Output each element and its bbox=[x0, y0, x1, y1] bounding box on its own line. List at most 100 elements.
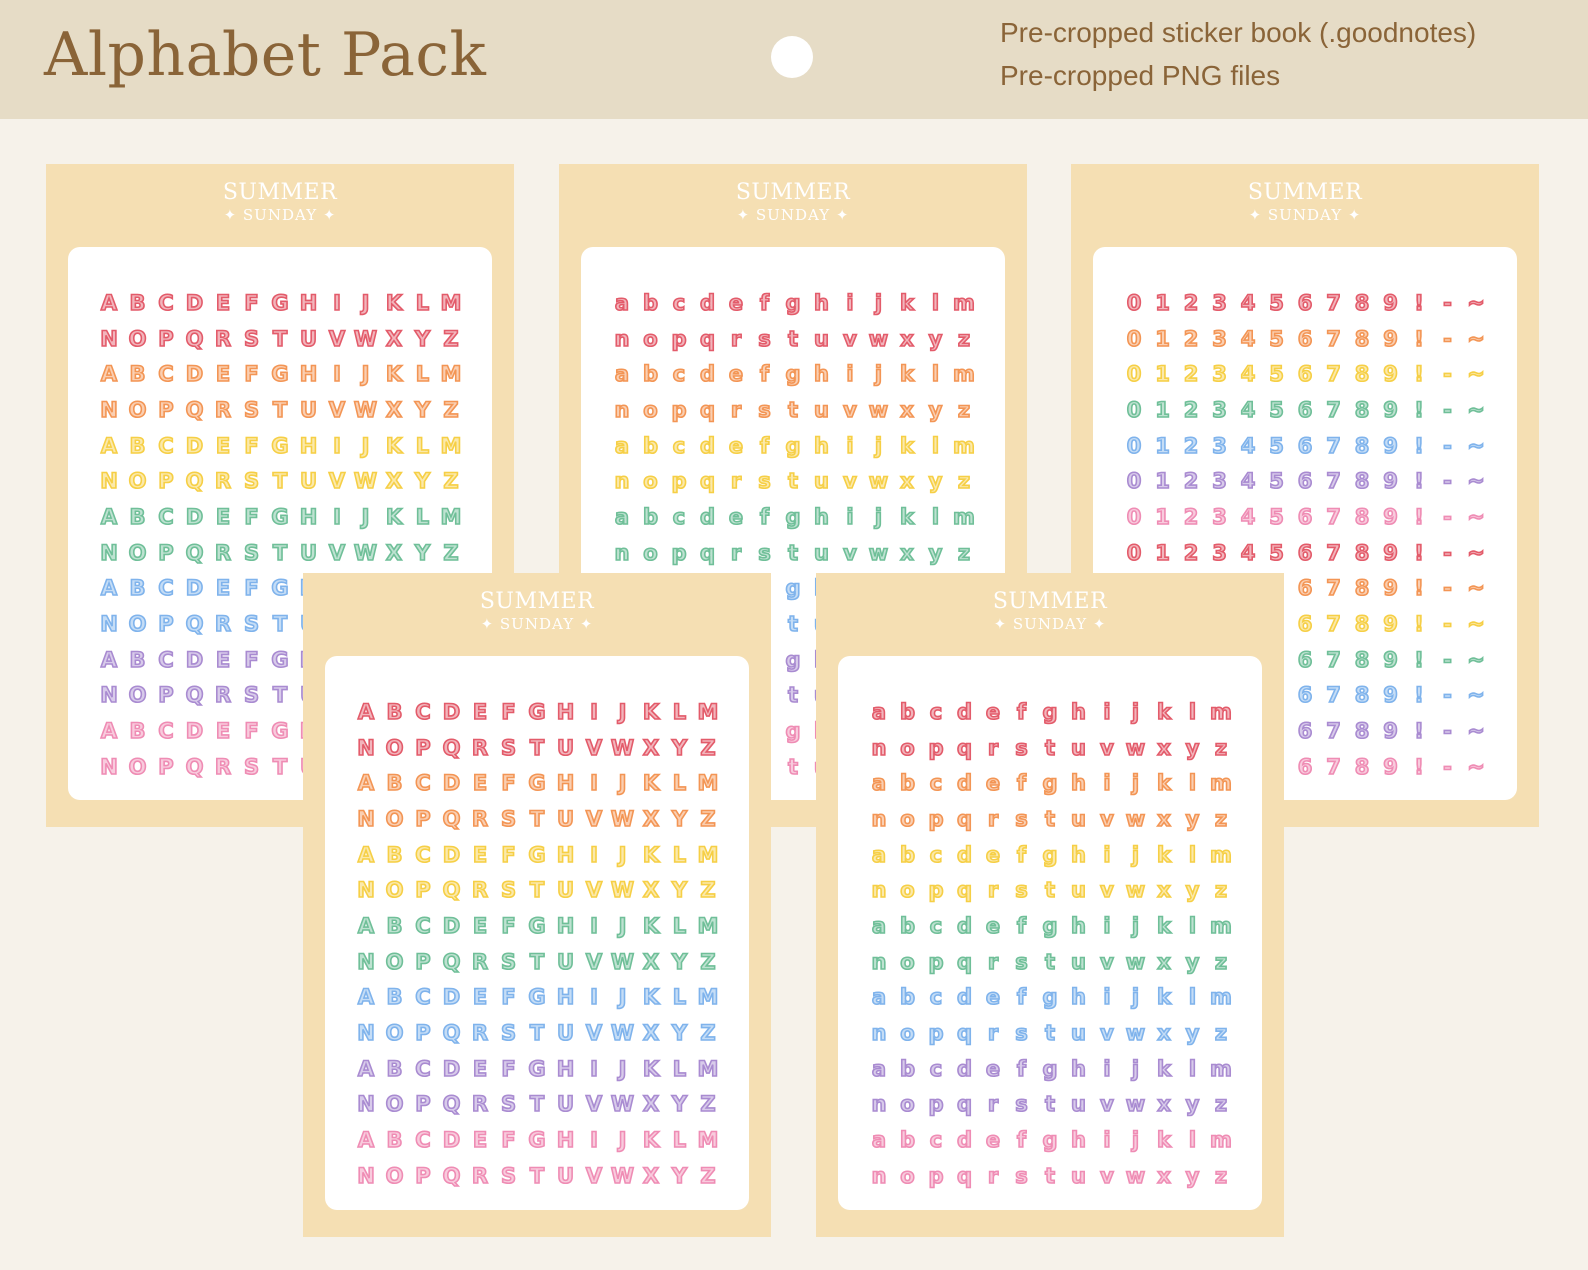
letter-sticker: g bbox=[785, 718, 802, 744]
letter-sticker: E bbox=[472, 1127, 488, 1153]
letter-sticker: 0 bbox=[1126, 397, 1142, 423]
letter-sticker: k bbox=[1156, 842, 1172, 868]
letter-sticker: R bbox=[214, 611, 232, 637]
letter-sticker: j bbox=[1131, 1127, 1140, 1153]
letter-sticker: R bbox=[471, 1163, 489, 1189]
letter-sticker: Q bbox=[185, 326, 204, 352]
letter-sticker: a bbox=[614, 290, 630, 316]
letter-sticker: Y bbox=[414, 468, 431, 494]
letter-sticker: C bbox=[414, 1127, 431, 1153]
letter-sticker: Z bbox=[700, 1163, 717, 1189]
letter-sticker: l bbox=[1188, 842, 1197, 868]
letter-sticker: N bbox=[99, 754, 118, 780]
letter-sticker: t bbox=[1044, 877, 1056, 903]
letter-sticker: 9 bbox=[1382, 433, 1398, 459]
letter-sticker: J bbox=[618, 842, 627, 868]
letter-sticker: 8 bbox=[1354, 540, 1370, 566]
letter-sticker: C bbox=[414, 1056, 431, 1082]
letter-sticker: a bbox=[614, 433, 630, 459]
letter-sticker: u bbox=[813, 540, 830, 566]
letter-sticker: - bbox=[1442, 397, 1452, 423]
letter-sticker: s bbox=[1014, 1020, 1028, 1046]
letter-sticker: k bbox=[899, 504, 915, 530]
letter-sticker: D bbox=[442, 770, 461, 796]
letter-sticker: h bbox=[1070, 842, 1087, 868]
letter-sticker: E bbox=[215, 504, 231, 530]
letter-sticker: x bbox=[1156, 877, 1171, 903]
letter-sticker: 9 bbox=[1382, 504, 1398, 530]
letter-sticker: n bbox=[871, 877, 888, 903]
letter-sticker: g bbox=[785, 361, 802, 387]
letter-sticker: l bbox=[1188, 770, 1197, 796]
letter-sticker: ! bbox=[1413, 361, 1424, 387]
letter-sticker: n bbox=[614, 540, 631, 566]
letter-sticker: j bbox=[874, 361, 883, 387]
letter-sticker: F bbox=[501, 770, 517, 796]
letter-sticker: P bbox=[158, 397, 175, 423]
letter-sticker: c bbox=[672, 504, 686, 530]
letter-sticker: z bbox=[1214, 1092, 1228, 1118]
letter-sticker: E bbox=[215, 647, 231, 673]
letter-sticker: w bbox=[868, 540, 889, 566]
letter-sticker: T bbox=[529, 877, 545, 903]
letter-sticker: 8 bbox=[1354, 290, 1370, 316]
letter-sticker: I bbox=[589, 1056, 598, 1082]
letter-sticker: G bbox=[528, 842, 547, 868]
letter-sticker: f bbox=[759, 361, 770, 387]
letter-sticker: 8 bbox=[1354, 754, 1370, 780]
letter-sticker: - bbox=[1442, 611, 1452, 637]
letter-sticker: F bbox=[244, 361, 260, 387]
letter-sticker: F bbox=[244, 290, 260, 316]
letter-sticker: C bbox=[414, 699, 431, 725]
letter-sticker: U bbox=[299, 540, 318, 566]
letter-sticker: s bbox=[1014, 1092, 1028, 1118]
letter-sticker: h bbox=[1070, 1056, 1087, 1082]
letter-sticker: 5 bbox=[1268, 326, 1284, 352]
letter-sticker: A bbox=[100, 718, 118, 744]
letter-sticker: 4 bbox=[1240, 290, 1256, 316]
letter-sticker: - bbox=[1442, 718, 1452, 744]
letter-sticker: O bbox=[385, 1020, 404, 1046]
letter-sticker: Q bbox=[442, 877, 461, 903]
letter-sticker: 7 bbox=[1325, 718, 1341, 744]
letter-sticker: 6 bbox=[1297, 576, 1313, 602]
letter-sticker: h bbox=[813, 361, 830, 387]
letter-sticker: Q bbox=[185, 754, 204, 780]
letter-sticker: s bbox=[757, 326, 771, 352]
letter-sticker: 6 bbox=[1297, 504, 1313, 530]
letter-sticker: ~ bbox=[1466, 361, 1485, 387]
letter-sticker: O bbox=[128, 397, 147, 423]
letter-sticker: u bbox=[1070, 806, 1087, 832]
letter-sticker: 6 bbox=[1297, 361, 1313, 387]
letter-sticker: g bbox=[1042, 913, 1059, 939]
letter-sticker: N bbox=[356, 949, 375, 975]
letter-sticker: 7 bbox=[1325, 611, 1341, 637]
letter-sticker: 0 bbox=[1126, 504, 1142, 530]
letter-sticker: 9 bbox=[1382, 397, 1398, 423]
letter-sticker: t bbox=[1044, 949, 1056, 975]
letter-sticker: q bbox=[956, 877, 973, 903]
letter-sticker: ! bbox=[1413, 397, 1424, 423]
letter-sticker: A bbox=[357, 842, 375, 868]
letter-sticker: l bbox=[931, 504, 940, 530]
letter-sticker: a bbox=[871, 913, 887, 939]
letter-sticker: D bbox=[442, 842, 461, 868]
letter-sticker: 6 bbox=[1297, 718, 1313, 744]
letter-sticker: Y bbox=[671, 1020, 688, 1046]
letter-sticker: 0 bbox=[1126, 326, 1142, 352]
letter-sticker: o bbox=[899, 1020, 915, 1046]
letter-sticker: q bbox=[956, 1092, 973, 1118]
letter-sticker: Q bbox=[442, 1092, 461, 1118]
letter-sticker: L bbox=[415, 504, 430, 530]
letter-sticker: w bbox=[868, 468, 889, 494]
letter-sticker: 3 bbox=[1211, 504, 1227, 530]
letter-sticker: i bbox=[1103, 770, 1112, 796]
letter-sticker: ! bbox=[1413, 433, 1424, 459]
